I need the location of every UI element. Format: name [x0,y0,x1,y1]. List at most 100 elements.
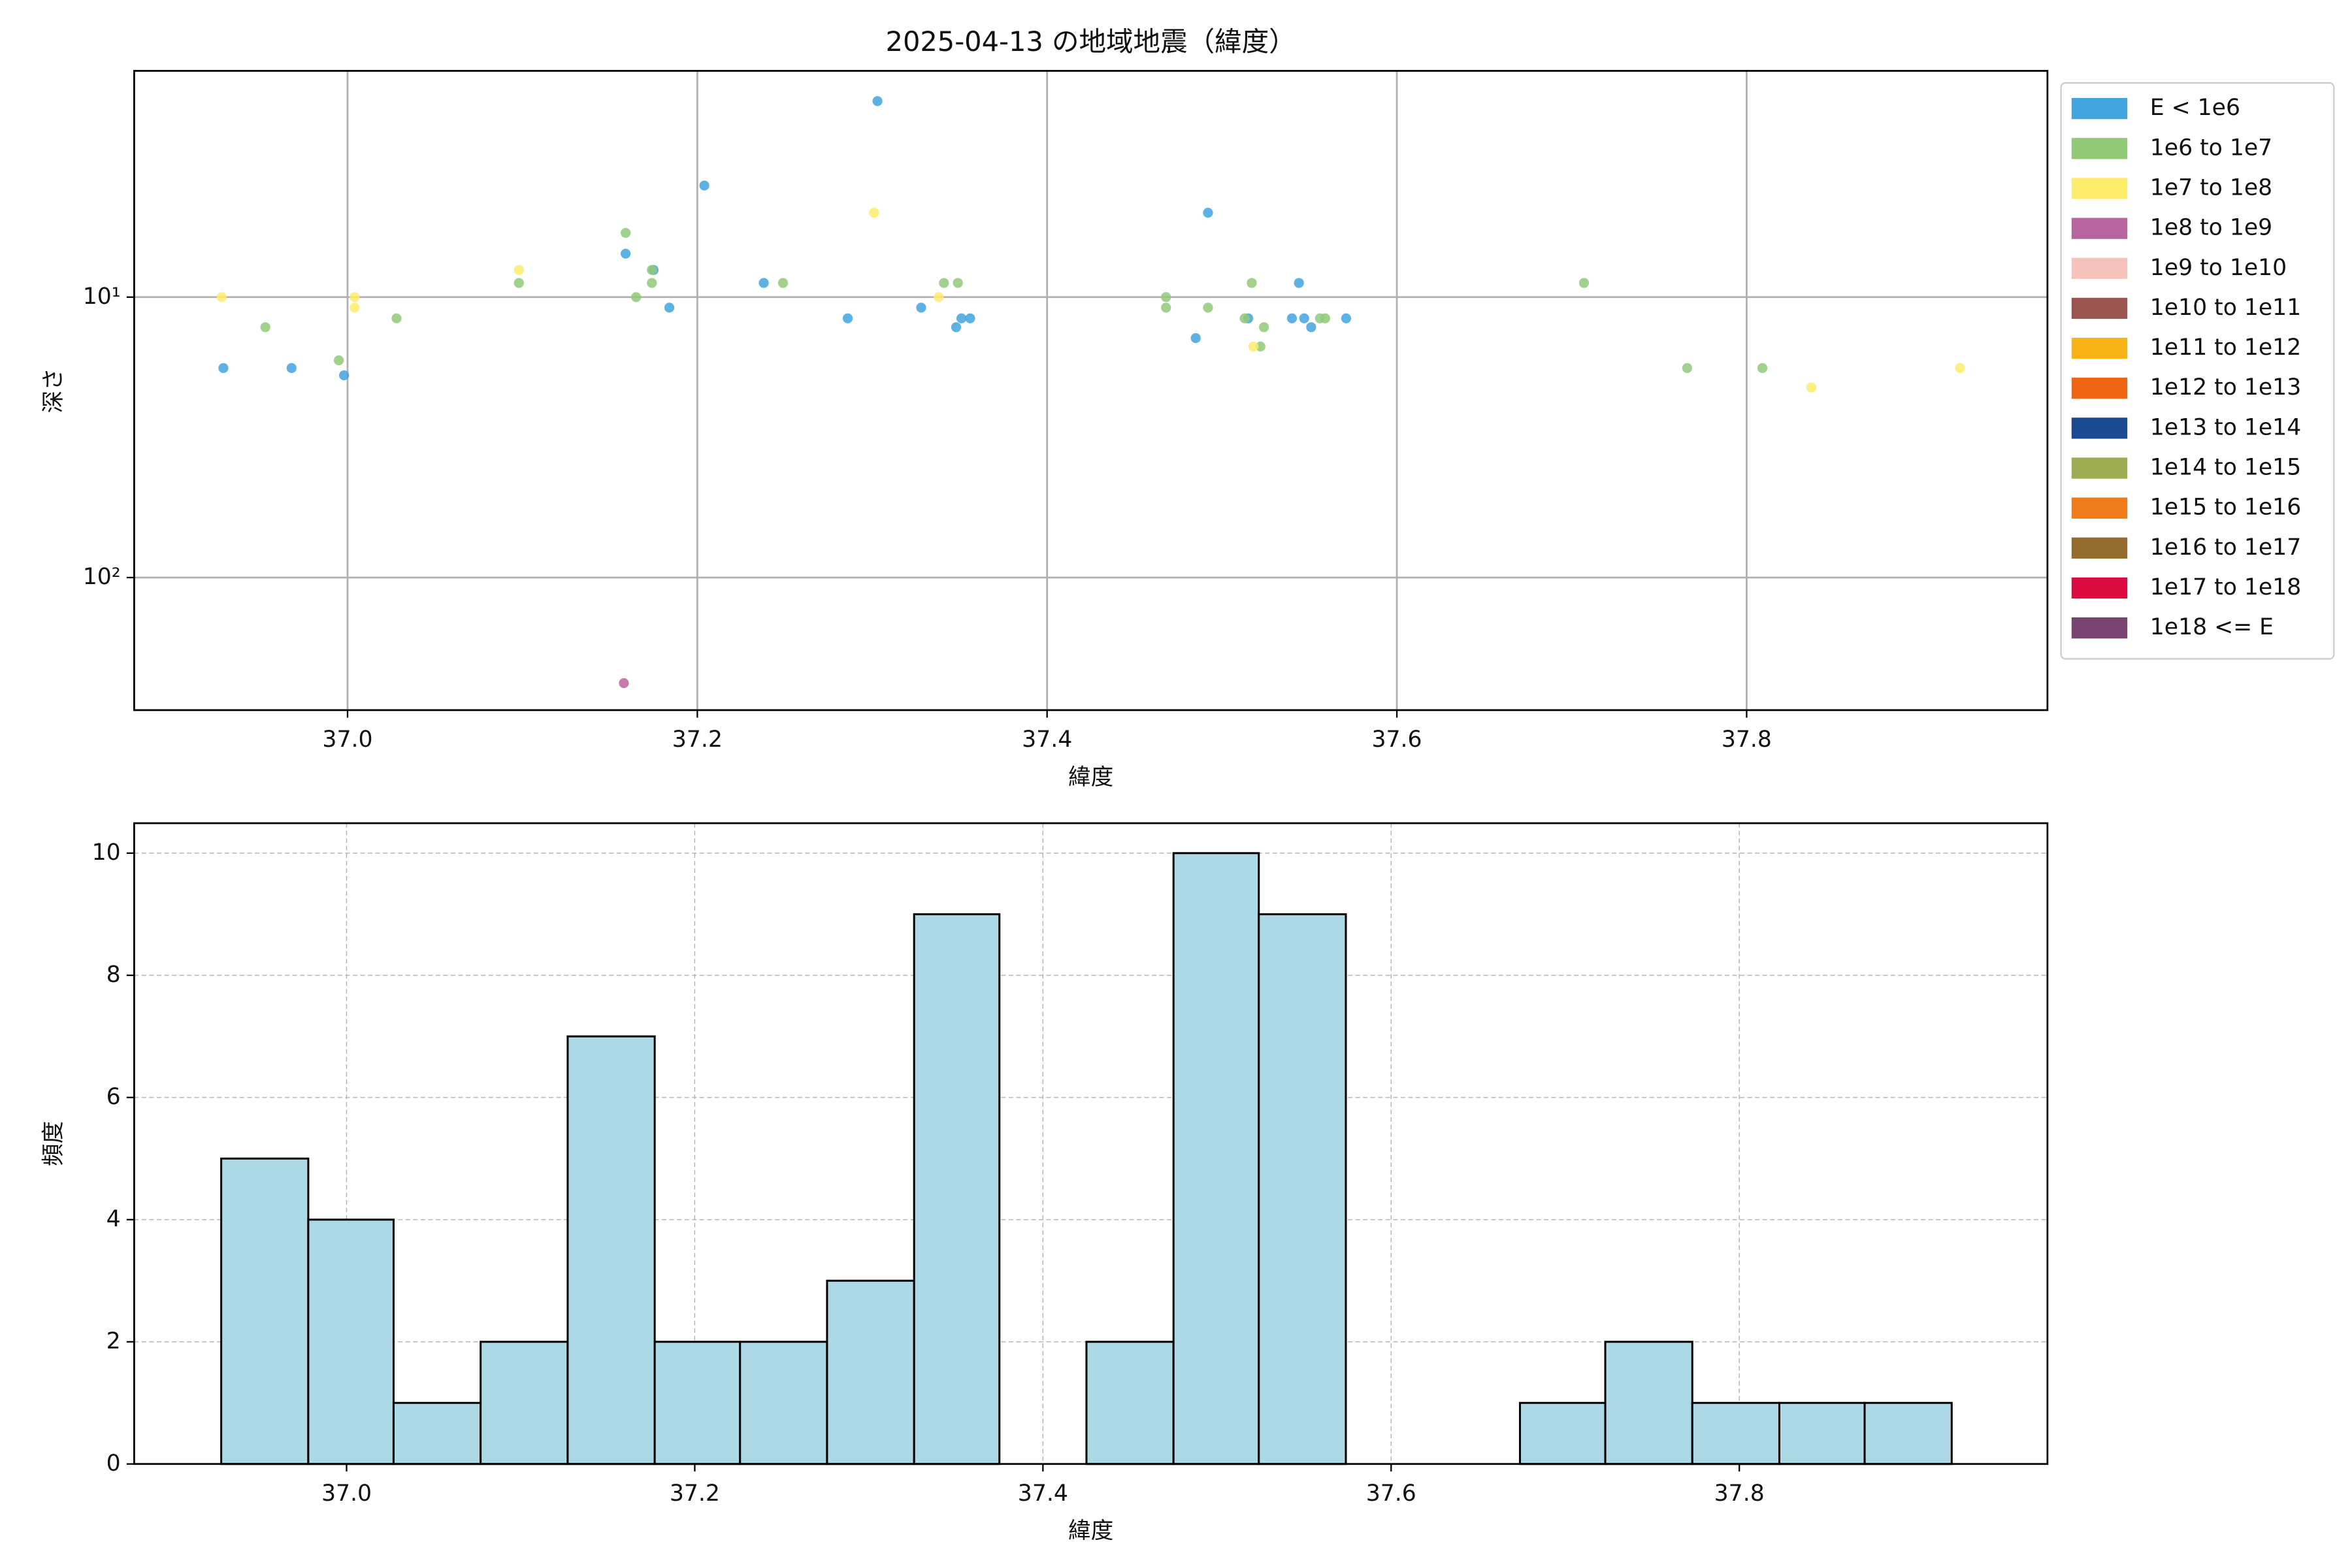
point [934,292,944,302]
x-tick-label: 37.2 [672,727,723,753]
legend-swatch [2071,378,2128,399]
legend-box [2060,82,2335,660]
legend-swatch [2071,497,2128,519]
legend-swatch [2071,617,2128,639]
bar [1172,852,1260,1465]
point [218,363,229,373]
point [1294,278,1304,288]
point [1286,313,1298,323]
x-tick-label: 37.0 [321,1480,372,1507]
point [1255,341,1266,351]
legend-swatch [2071,138,2128,159]
x-tick-label: 37.6 [1366,1480,1416,1507]
point [1203,302,1213,313]
point [869,207,879,218]
point [1306,322,1316,333]
legend-swatch [2071,297,2128,319]
point [1955,363,1965,373]
y-tick-label: 10 [92,840,121,866]
bar [480,1341,569,1465]
point [1239,313,1250,323]
point [951,322,962,333]
point [965,313,975,323]
point [333,355,344,366]
x-tick-label: 37.2 [670,1480,720,1507]
bar [653,1341,742,1465]
point [953,278,963,288]
point [338,370,350,381]
point [759,278,769,288]
point [842,313,853,323]
bar [220,1157,310,1465]
bar [1604,1341,1693,1465]
point [664,302,675,313]
legend-label: 1e17 to 1e18 [2150,574,2301,600]
x-tick-label: 37.6 [1372,727,1422,753]
point [1247,278,1257,288]
legend-label: 1e16 to 1e17 [2150,534,2301,561]
bar [1863,1401,1953,1465]
y-axis-label: 頻度 [41,1121,67,1166]
point [620,248,631,259]
x-axis-label: 緯度 [1068,1518,1113,1544]
point [514,265,524,275]
point [391,313,402,323]
legend-swatch [2071,457,2128,479]
point [1259,322,1269,333]
legend-label: 1e9 to 1e10 [2150,255,2287,281]
legend-label: 1e8 to 1e9 [2150,215,2272,241]
legend-label: 1e7 to 1e8 [2150,174,2272,201]
bar [1778,1401,1866,1465]
y-tick-label: 10² [83,564,121,590]
point [631,292,642,302]
legend-label: E < 1e6 [2150,95,2240,121]
point [514,278,524,288]
point [350,302,360,313]
point [1341,313,1352,323]
x-tick-label: 37.4 [1018,1480,1068,1507]
y-tick-label: 8 [106,962,121,988]
point [216,292,227,302]
point [916,302,926,313]
point [1578,278,1590,288]
point [619,678,629,689]
y-axis-label: 深さ [41,368,67,413]
point [1161,292,1171,302]
point [777,278,789,288]
x-tick-label: 37.8 [1714,1480,1765,1507]
legend-label: 1e18 <= E [2150,614,2274,640]
legend-label: 1e10 to 1e11 [2150,295,2301,321]
legend-swatch [2071,98,2128,120]
legend-label: 1e13 to 1e14 [2150,414,2301,440]
point [699,180,710,191]
axes-frame [133,822,2049,1465]
point [1203,207,1213,218]
point [350,292,360,302]
bar [739,1341,828,1465]
point [1190,333,1201,344]
point [620,227,631,238]
point [260,322,270,333]
bar [392,1401,482,1465]
bar [1691,1401,1780,1465]
legend-swatch [2071,577,2128,599]
point [956,313,967,323]
point [1299,313,1309,323]
point [939,278,949,288]
legend-label: 1e12 to 1e13 [2150,374,2301,400]
bar [1085,1341,1175,1465]
y-tick-label: 10¹ [83,284,121,310]
legend-label: 1e15 to 1e16 [2150,495,2301,521]
legend-swatch [2071,218,2128,239]
bar [1258,913,1347,1465]
y-tick-label: 4 [106,1206,121,1232]
legend-swatch [2071,178,2128,199]
point [872,96,883,106]
point [1682,363,1693,373]
legend-label: 1e6 to 1e7 [2150,135,2272,161]
point [1161,302,1171,313]
bar [826,1279,915,1465]
legend-label: 1e11 to 1e12 [2150,335,2301,361]
bar [1518,1401,1607,1465]
